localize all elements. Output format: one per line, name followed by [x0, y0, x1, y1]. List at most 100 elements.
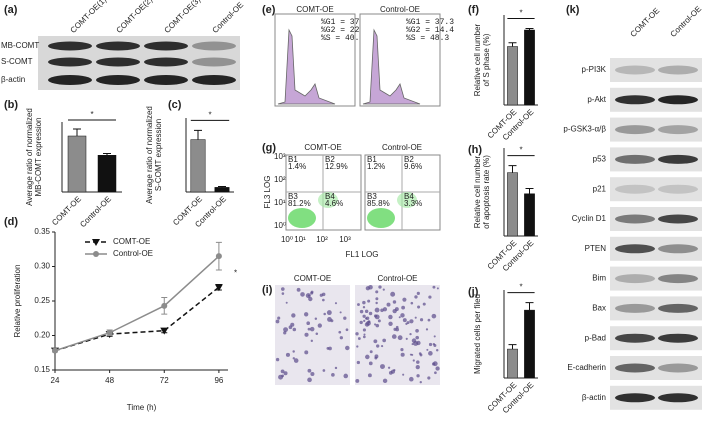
quadrant-value: 3.3%	[404, 199, 422, 208]
migrated-cell	[375, 297, 379, 301]
migrated-cell	[362, 328, 366, 332]
error-bar	[508, 165, 517, 173]
cell-cloud	[397, 192, 417, 208]
migrated-cell	[364, 309, 369, 314]
stat-label: %S = 40.5	[321, 34, 364, 43]
error-bar	[525, 187, 534, 194]
blot-band	[658, 274, 698, 284]
migrated-cell	[380, 364, 385, 370]
significance-star: *	[519, 9, 522, 18]
migrated-cell	[428, 342, 433, 347]
histogram	[362, 28, 421, 105]
panel-label: (g)	[262, 142, 276, 154]
migrated-cell	[290, 322, 295, 327]
row-label: Bax	[592, 304, 606, 313]
row-label: p-GSK3-α/β	[563, 125, 606, 134]
image-title: COMT-OE	[294, 274, 331, 283]
quadrant-name: B3	[288, 192, 298, 201]
y-tick-label: 0.20	[34, 331, 50, 340]
migrated-cell	[376, 344, 380, 348]
migrated-cell	[388, 314, 393, 320]
migrated-cell	[357, 303, 360, 306]
row-label: p21	[593, 184, 607, 193]
migrated-cell	[416, 374, 420, 378]
migrated-cell	[356, 345, 359, 348]
migrated-cell	[374, 307, 380, 313]
migrated-cell	[397, 335, 403, 341]
row-label: β-actin	[582, 393, 606, 402]
migrated-cell	[365, 316, 370, 320]
migrated-cell	[415, 335, 419, 340]
blot-band	[615, 184, 655, 194]
migrated-cell	[283, 371, 288, 376]
migrated-cell	[314, 317, 318, 320]
bar	[97, 155, 117, 193]
migrated-cell	[393, 327, 397, 331]
migrated-cell	[343, 373, 349, 379]
blot-band	[658, 363, 698, 373]
x-tick-label: 48	[105, 376, 114, 385]
blot-band	[615, 154, 655, 164]
panel-label: (f)	[468, 4, 479, 16]
migrated-cell	[391, 334, 397, 339]
migrated-cell	[317, 323, 322, 328]
quadrant-value: 85.8%	[367, 199, 390, 208]
panel-label: (a)	[4, 4, 18, 16]
migrated-cell	[275, 357, 280, 362]
migrated-cell	[425, 328, 429, 331]
quadrant-value: 1.2%	[367, 162, 385, 171]
blot-band	[658, 393, 698, 403]
migrated-cell	[307, 327, 311, 331]
bar	[507, 172, 518, 237]
blot	[610, 177, 702, 202]
migrated-cell	[382, 288, 385, 291]
migrated-cell	[357, 337, 361, 340]
migrated-cell	[362, 335, 366, 339]
migrated-cell	[427, 376, 431, 380]
legend-marker	[92, 239, 100, 246]
quadrant-value: 4.6%	[325, 199, 343, 208]
x-tick-label: 96	[214, 376, 223, 385]
stat-label: %S = 48.3	[406, 34, 449, 43]
migrated-cell	[409, 376, 414, 382]
row-label: S-COMT	[1, 57, 33, 66]
error-bar	[218, 185, 226, 188]
marker	[52, 347, 58, 354]
migrated-cell	[409, 353, 412, 356]
migrated-cell	[306, 321, 311, 326]
migrated-cell	[307, 368, 312, 373]
quadrant-value: 9.6%	[404, 162, 422, 171]
y-axis-label: of S phase (%)	[482, 33, 491, 86]
blot-band	[48, 41, 92, 51]
migrated-cell	[293, 358, 299, 363]
migrated-cell	[305, 293, 311, 299]
quadrant-name: B1	[288, 155, 298, 164]
error-bar	[525, 28, 534, 30]
migrated-cell	[296, 287, 301, 292]
migrated-cell	[307, 377, 312, 383]
migrated-cell	[435, 349, 439, 352]
significance-star: *	[234, 269, 237, 278]
y-axis-label: Average ratio of normalized	[25, 108, 34, 206]
migrated-cell	[402, 318, 407, 323]
marker	[161, 302, 168, 309]
y-tick-label: 10⁰	[274, 221, 286, 230]
y-axis-label: MB-COMT expression	[34, 118, 43, 197]
y-axis-label: Relative cell number	[473, 155, 482, 228]
blot-band	[658, 303, 698, 313]
migrated-cell	[410, 301, 414, 305]
blot-band	[658, 214, 698, 224]
migrated-cell	[368, 311, 373, 316]
migrated-cell	[432, 285, 436, 289]
blot-band	[144, 41, 188, 51]
migrated-cell	[359, 309, 364, 314]
y-tick-label: 0.30	[34, 262, 50, 271]
migrated-cell	[368, 361, 373, 366]
x-axis-label: FL1 LOG	[346, 250, 379, 259]
row-label: p-Bad	[585, 333, 606, 342]
panel-label: (i)	[262, 284, 273, 296]
migrated-cell	[428, 351, 433, 356]
migrated-cell	[345, 345, 350, 351]
migrated-cell	[275, 319, 280, 324]
